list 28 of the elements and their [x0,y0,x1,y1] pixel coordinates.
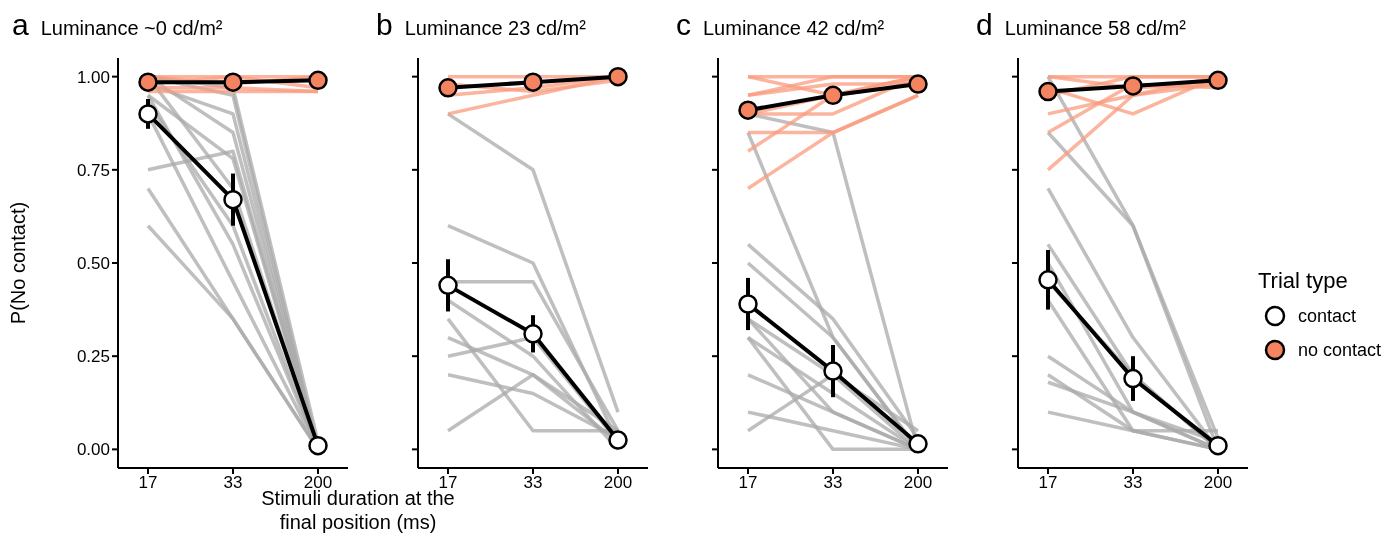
y-tick-label: 0.50 [76,254,110,274]
x-tick-label: 33 [223,473,243,493]
x-tick-label: 200 [603,473,633,493]
y-tick-label: 1.00 [76,67,110,87]
x-tick-label: 17 [1038,473,1058,493]
legend-title: Trial type [1258,268,1349,294]
x-tick-label: 33 [1123,473,1143,493]
chart-title: Luminance 42 cd/m² [703,17,885,40]
x-tick-label: 17 [438,473,458,493]
legend-label: no contact [1298,339,1382,361]
text: d [976,8,993,42]
chart-title: Luminance 58 cd/m² [1004,17,1186,40]
x-tick-label: 200 [903,473,933,493]
legend-label: contact [1298,305,1357,327]
chart-title: Luminance ~0 cd/m² [40,17,223,40]
text: a [12,8,29,42]
x-tick-label: 33 [823,473,843,493]
y-tick-label: 0.25 [76,347,110,367]
y-tick-label: 0.75 [76,160,110,180]
x-tick-label: 200 [1203,473,1233,493]
y-tick-label: 0.00 [76,440,110,460]
text: b [376,8,393,42]
x-tick-label: 17 [138,473,158,493]
x-tick-label: 17 [738,473,758,493]
text: c [676,8,691,42]
chart-title: Luminance 23 cd/m² [404,17,586,40]
y-axis-title: P(No contact) [7,201,30,325]
x-tick-label: 33 [523,473,543,493]
